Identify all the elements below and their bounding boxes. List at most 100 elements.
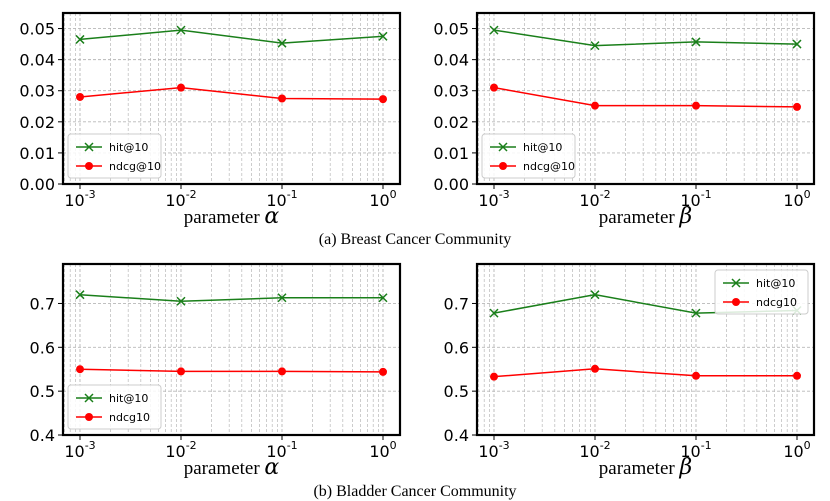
chart-panel-4: 0.4 0.5 0.6 0.7 10-3 10-2 10-1 100 parameter β hi… [444,262,816,480]
series-line [493,86,798,108]
legend: hit@10 ndcg@10 [481,133,576,179]
x-tick-label: 10-3 [64,439,95,461]
legend-label: hit@10 [109,392,148,405]
legend-label: ndcg10 [756,296,797,309]
series-ndcg@10 [76,83,387,104]
legend-label: hit@10 [756,277,795,290]
y-tick-label: 0.5 [30,382,55,401]
legend-marker [731,278,741,288]
caption-b: (b) Bladder Cancer Community [313,483,516,500]
x-tick-label: 10-3 [64,188,95,210]
legend-marker [84,142,94,152]
x-tick-label: 10-1 [680,439,711,461]
legend-label: hit@10 [109,141,148,154]
data-point [489,308,499,318]
data-point [591,101,599,110]
data-point [379,367,387,376]
data-point [75,290,85,300]
legend: hit@10 ndcg10 [67,384,162,430]
x-tick-label: 10-3 [478,439,509,461]
x-tick-label: 100 [369,439,396,461]
series-ndcg@10 [490,83,801,111]
legend-label: ndcg@10 [109,160,161,173]
series-line [79,368,384,373]
data-point [176,296,186,306]
series-line [79,86,384,100]
data-point [75,34,85,44]
y-tick-label: 0.4 [444,426,469,445]
y-tick-label: 0.04 [433,51,469,70]
data-point [793,102,801,111]
series-hit@10 [75,290,388,306]
data-point [489,25,499,35]
chart-panel-1: 0.00 0.01 0.02 0.03 0.04 0.05 10-3 10-2 10-1 100 p… [19,11,402,229]
y-tick-label: 0.4 [30,426,55,445]
x-tick-label: 100 [783,439,810,461]
legend-marker [85,413,93,421]
y-tick-label: 0.03 [19,82,55,101]
y-tick-label: 0.5 [444,382,469,401]
legend-marker [499,162,507,170]
series-line [79,293,383,303]
data-point [490,372,498,381]
data-point [277,38,287,48]
series-line [493,29,798,47]
x-tick-label: 10-1 [680,188,711,210]
data-point [378,31,388,41]
legend: hit@10 ndcg@10 [67,133,162,179]
y-tick-label: 0.6 [444,338,469,357]
series-hit@10 [75,25,388,48]
plot-frame [61,262,402,437]
y-tick-label: 0.01 [19,144,55,163]
data-point [379,95,387,104]
x-tick-label: 10-2 [165,188,196,210]
chart-panel-2: 0.00 0.01 0.02 0.03 0.04 0.05 10-3 10-2 10-1 100 p… [433,11,816,229]
data-point [277,293,287,303]
data-point [793,371,801,380]
series-ndcg10 [76,365,387,376]
x-tick-label: 10-2 [579,188,610,210]
x-tick-label: 10-3 [478,188,509,210]
x-tick-label: 10-2 [165,439,196,461]
series-ndcg10 [490,364,801,381]
data-point [76,365,84,374]
data-point [590,41,600,51]
data-point [76,92,84,101]
y-tick-label: 0.03 [433,82,469,101]
data-point [692,371,700,380]
y-tick-label: 0.00 [433,175,469,194]
x-axis-label: parameter β [599,455,692,480]
series-line [79,29,384,44]
chart-panel-3: 0.4 0.5 0.6 0.7 10-3 10-2 10-1 100 parameter α hi… [30,262,402,480]
legend-marker [732,298,740,306]
series-line [493,368,797,378]
data-point [278,94,286,103]
series-hit@10 [489,25,802,51]
plot-frame [475,11,816,186]
x-axis-label: parameter α [184,455,280,480]
data-point [692,101,700,110]
y-tick-label: 0.02 [433,113,469,132]
y-tick-label: 0.7 [30,294,55,313]
data-point [278,367,286,376]
data-point [177,83,185,92]
data-point [691,308,701,318]
data-point [176,25,186,35]
data-point [490,83,498,92]
y-tick-label: 0.05 [433,20,469,39]
legend-marker [498,142,508,152]
legend-label: hit@10 [523,141,562,154]
legend-marker [85,162,93,170]
grid [477,264,814,436]
y-tick-label: 0.05 [19,20,55,39]
data-point [590,290,600,300]
legend-label: ndcg10 [109,411,150,424]
y-tick-label: 0.02 [19,113,55,132]
x-tick-label: 100 [783,188,810,210]
caption-a: (a) Breast Cancer Community [319,231,511,248]
y-tick-label: 0.01 [433,144,469,163]
x-tick-label: 10-1 [266,439,297,461]
x-axis-label: parameter β [599,204,692,229]
data-point [177,367,185,376]
